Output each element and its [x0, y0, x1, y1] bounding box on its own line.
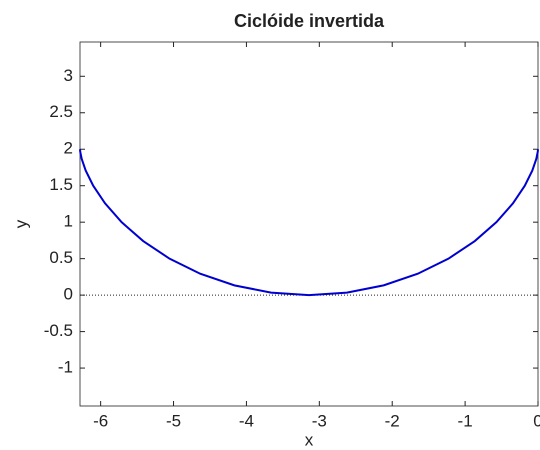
- x-tick-label: -4: [239, 411, 254, 430]
- x-tick-label: -1: [458, 411, 473, 430]
- y-tick-label: 0.5: [49, 248, 73, 267]
- x-tick-label: -2: [385, 411, 400, 430]
- y-tick-label: 3: [64, 66, 73, 85]
- y-tick-label: 1: [64, 212, 73, 231]
- y-tick-label: 2: [64, 139, 73, 158]
- line-series: [79, 149, 539, 297]
- x-tick-label: -5: [166, 411, 181, 430]
- y-tick-label: 0: [64, 285, 73, 304]
- x-tick-label: -6: [93, 411, 108, 430]
- y-tick-label: 2.5: [49, 102, 73, 121]
- y-tick-label: -0.5: [44, 321, 73, 340]
- x-axis-label: x: [305, 430, 314, 449]
- y-tick-label: -1: [58, 358, 73, 377]
- y-axis-label: y: [11, 219, 30, 228]
- x-tick-label: 0: [533, 411, 540, 430]
- plot-area: [79, 41, 539, 407]
- chart-title: Ciclóide invertida: [234, 11, 385, 31]
- y-tick-label: 1.5: [49, 175, 73, 194]
- x-tick-label: -3: [312, 411, 327, 430]
